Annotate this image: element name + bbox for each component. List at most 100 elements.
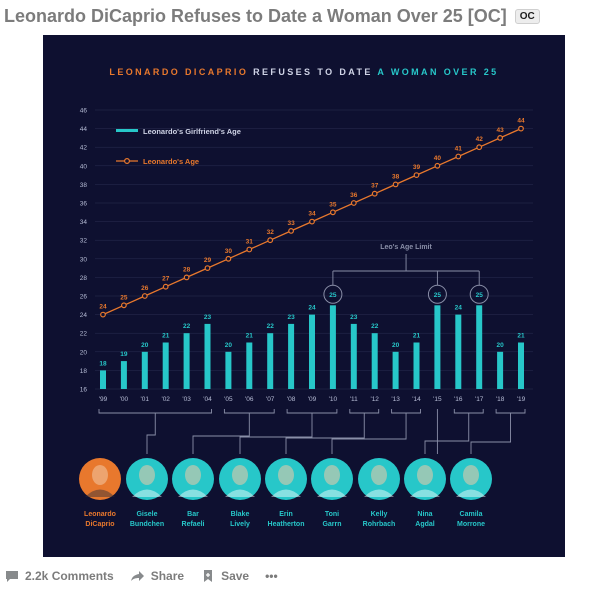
more-options-button[interactable]: ••• xyxy=(265,569,278,583)
x-tick-label: '14 xyxy=(412,396,421,403)
person-last-name: Heatherton xyxy=(268,521,305,528)
leo-age-marker xyxy=(392,181,399,188)
post-actions: 2.2k Comments Share Save ••• xyxy=(4,566,278,586)
share-label: Share xyxy=(150,569,185,583)
x-tick-label: '03 xyxy=(182,396,191,403)
x-tick-label: '10 xyxy=(329,396,338,403)
girlfriend-age-bar xyxy=(288,323,295,389)
girlfriend-age-bar xyxy=(350,323,357,389)
x-tick-label: '05 xyxy=(224,396,233,403)
comment-icon xyxy=(6,571,18,582)
leo-age-marker xyxy=(350,200,357,206)
post-title[interactable]: Leonardo DiCaprio Refuses to Date a Woma… xyxy=(4,5,507,26)
leo-age-marker xyxy=(288,227,295,234)
leo-age-marker xyxy=(183,274,190,281)
legend-girlfriend-swatch xyxy=(116,129,138,132)
bar-value-label: 21 xyxy=(517,333,525,340)
chart: LEONARDO DICAPRIO REFUSES TO DATE A WOMA… xyxy=(79,67,533,528)
girlfriend-age-bar xyxy=(413,342,420,389)
share-icon xyxy=(130,571,144,581)
legend-girlfriend-label: Leonardo's Girlfriend's Age xyxy=(143,127,241,136)
leo-age-label: 31 xyxy=(246,239,254,246)
leo-age-label: 38 xyxy=(392,173,400,180)
person-first-name: Nina xyxy=(417,511,432,518)
infographic-image[interactable]: LEONARDO DICAPRIO REFUSES TO DATE A WOMA… xyxy=(43,35,565,557)
age-limit-annotation: 25 25 25 Leo's Age Limit xyxy=(323,244,489,304)
person-first-name: Gisele xyxy=(136,511,157,518)
portrait-shoulders xyxy=(178,489,208,497)
people: Leonardo DiCaprio Gisele Bundchen Bar Refaeli… xyxy=(79,458,492,528)
leo-age-label: 33 xyxy=(287,220,295,227)
bar-value-label: 20 xyxy=(496,342,504,349)
bar-value-label: 23 xyxy=(287,314,295,321)
save-button[interactable]: Save xyxy=(200,568,249,584)
girlfriend-age-bar xyxy=(392,351,399,389)
girlfriend-age-bar xyxy=(518,342,524,389)
girlfriend-age-bar xyxy=(309,314,315,389)
x-tick-label: '09 xyxy=(308,396,317,403)
portrait-shoulders xyxy=(225,489,255,497)
bar-value-label: 24 xyxy=(455,305,463,312)
x-tick-label: '06 xyxy=(245,396,254,403)
girlfriend-age-bar xyxy=(162,342,169,389)
leo-age-label: 43 xyxy=(496,127,504,134)
portrait-shoulders xyxy=(271,489,301,497)
y-tick-label: 34 xyxy=(80,219,88,226)
leo-age-marker xyxy=(330,209,336,216)
leo-age-marker xyxy=(455,153,462,160)
girlfriend-age-bar xyxy=(455,314,462,389)
person-last-name: Morrone xyxy=(457,521,485,528)
x-tick-label: '07 xyxy=(266,396,275,403)
person-first-name: Camila xyxy=(460,511,483,518)
portrait-face xyxy=(185,465,201,485)
x-tick-label: '04 xyxy=(203,396,212,403)
x-tick-label: '99 xyxy=(99,396,108,403)
person-last-name: DiCaprio xyxy=(85,521,114,528)
person-last-name: Lively xyxy=(230,521,250,528)
comments-label: 2.2k Comments xyxy=(25,569,114,583)
limit-circle-value: 25 xyxy=(476,292,484,299)
portrait-face xyxy=(324,465,340,485)
leo-age-marker xyxy=(497,134,504,141)
comments-button[interactable]: 2.2k Comments xyxy=(4,568,114,584)
more-options-icon: ••• xyxy=(265,569,278,583)
portrait-shoulders xyxy=(364,489,394,497)
age-limit-label: Leo's Age Limit xyxy=(380,244,432,251)
portrait-shoulders xyxy=(456,489,486,497)
person-first-name: Blake xyxy=(231,511,250,518)
oc-flair[interactable]: OC xyxy=(514,8,540,24)
bar-value-label: 19 xyxy=(120,351,128,358)
leo-age-label: 41 xyxy=(455,146,463,153)
leo-age-label: 35 xyxy=(329,201,337,208)
y-tick-label: 20 xyxy=(80,349,88,356)
y-tick-label: 36 xyxy=(80,201,88,208)
share-button[interactable]: Share xyxy=(130,568,184,584)
person-last-name: Bundchen xyxy=(130,521,164,528)
leo-age-label: 40 xyxy=(434,155,442,162)
y-tick-label: 32 xyxy=(80,238,88,245)
leo-age-marker xyxy=(141,293,148,299)
x-tick-label: '08 xyxy=(287,396,296,403)
x-tick-label: '13 xyxy=(391,396,400,403)
girlfriend-age-bar xyxy=(100,370,106,389)
leo-age-marker xyxy=(100,311,106,318)
portrait-shoulders xyxy=(132,489,162,497)
girlfriend-period-connector xyxy=(98,409,212,454)
x-tick-label: '11 xyxy=(350,396,358,403)
chart-title-part-leo: LEONARDO DICAPRIO xyxy=(109,67,248,77)
bar-value-label: 21 xyxy=(246,333,254,340)
legend: Leonardo's Girlfriend's Age Leonardo's A… xyxy=(116,127,241,166)
limit-circle xyxy=(469,284,489,304)
x-tick-label: '02 xyxy=(161,396,170,403)
bar-value-label: 21 xyxy=(413,333,421,340)
girlfriend-age-bar xyxy=(120,361,127,389)
save-label: Save xyxy=(221,569,250,583)
leo-age-label: 36 xyxy=(350,192,358,199)
person-first-name: Leonardo xyxy=(84,511,116,518)
x-tick-label: '17 xyxy=(475,396,484,403)
leo-age-marker xyxy=(204,265,211,272)
leo-age-label: 28 xyxy=(183,266,191,273)
girlfriend-period-connector xyxy=(192,409,275,454)
leo-age-marker xyxy=(518,125,524,132)
portrait-shoulders xyxy=(410,489,440,497)
